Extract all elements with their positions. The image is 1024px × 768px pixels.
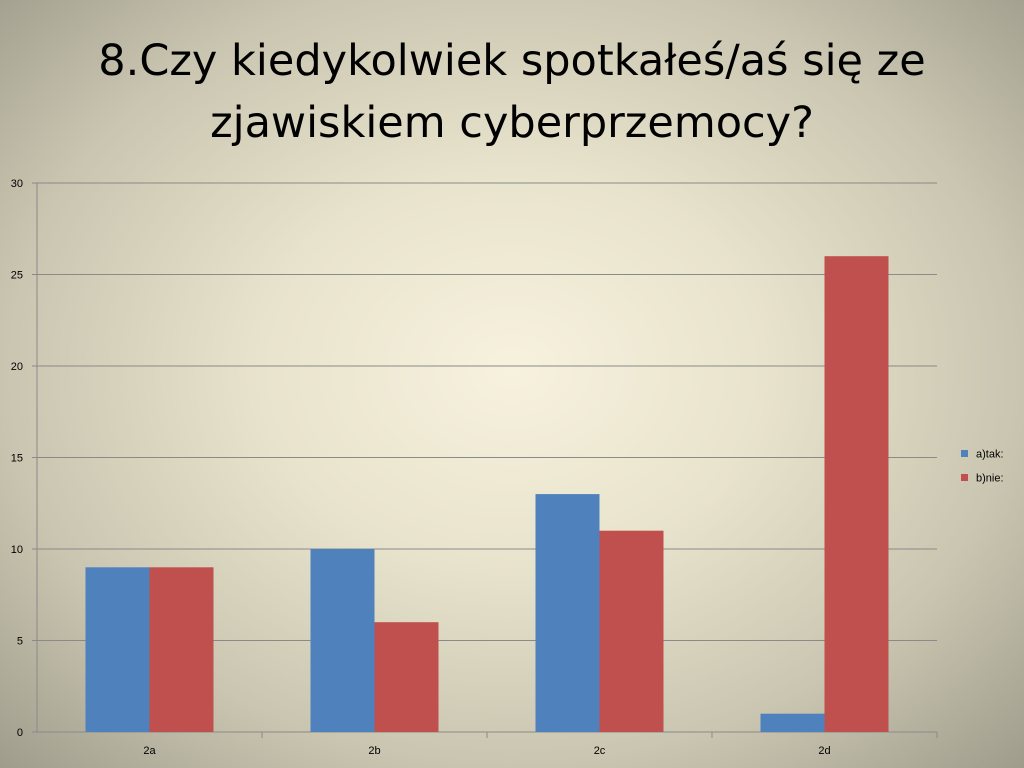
bar-2a-series-2 (149, 567, 214, 732)
tick-labels: 0 5 10 15 20 25 30 2a 2b 2c 2d (11, 178, 831, 757)
legend-label: a)tak: (976, 449, 1004, 461)
legend-swatch (961, 474, 968, 481)
bar-2b-series-2 (374, 622, 439, 732)
x-tick-label: 2c (594, 745, 606, 757)
bar-2c-series-2 (599, 530, 664, 732)
legend-label: b)nie: (976, 473, 1004, 485)
bars (85, 256, 889, 732)
slide-title: 8.Czy kiedykolwiek spotkałeś/aś się ze z… (98, 36, 926, 148)
bar-2d-series-2 (824, 256, 889, 732)
x-tick-label: 2d (818, 745, 830, 757)
bar-2a-series-1 (85, 567, 150, 732)
legend: a)tak: b)nie: (961, 449, 1004, 485)
x-tick-label: 2a (143, 745, 156, 757)
y-tick-label: 0 (17, 727, 23, 739)
legend-swatch (961, 450, 968, 457)
bar-2d-series-1 (760, 713, 825, 732)
y-tick-label: 30 (11, 178, 23, 190)
y-tick-label: 20 (11, 361, 23, 373)
bar-2c-series-1 (535, 494, 600, 732)
bar-2b-series-1 (310, 549, 375, 732)
y-tick-label: 15 (11, 453, 23, 465)
x-tick-label: 2b (368, 745, 380, 757)
y-tick-label: 10 (11, 544, 23, 556)
y-tick-label: 5 (17, 636, 23, 648)
y-tick-label: 25 (11, 270, 23, 282)
